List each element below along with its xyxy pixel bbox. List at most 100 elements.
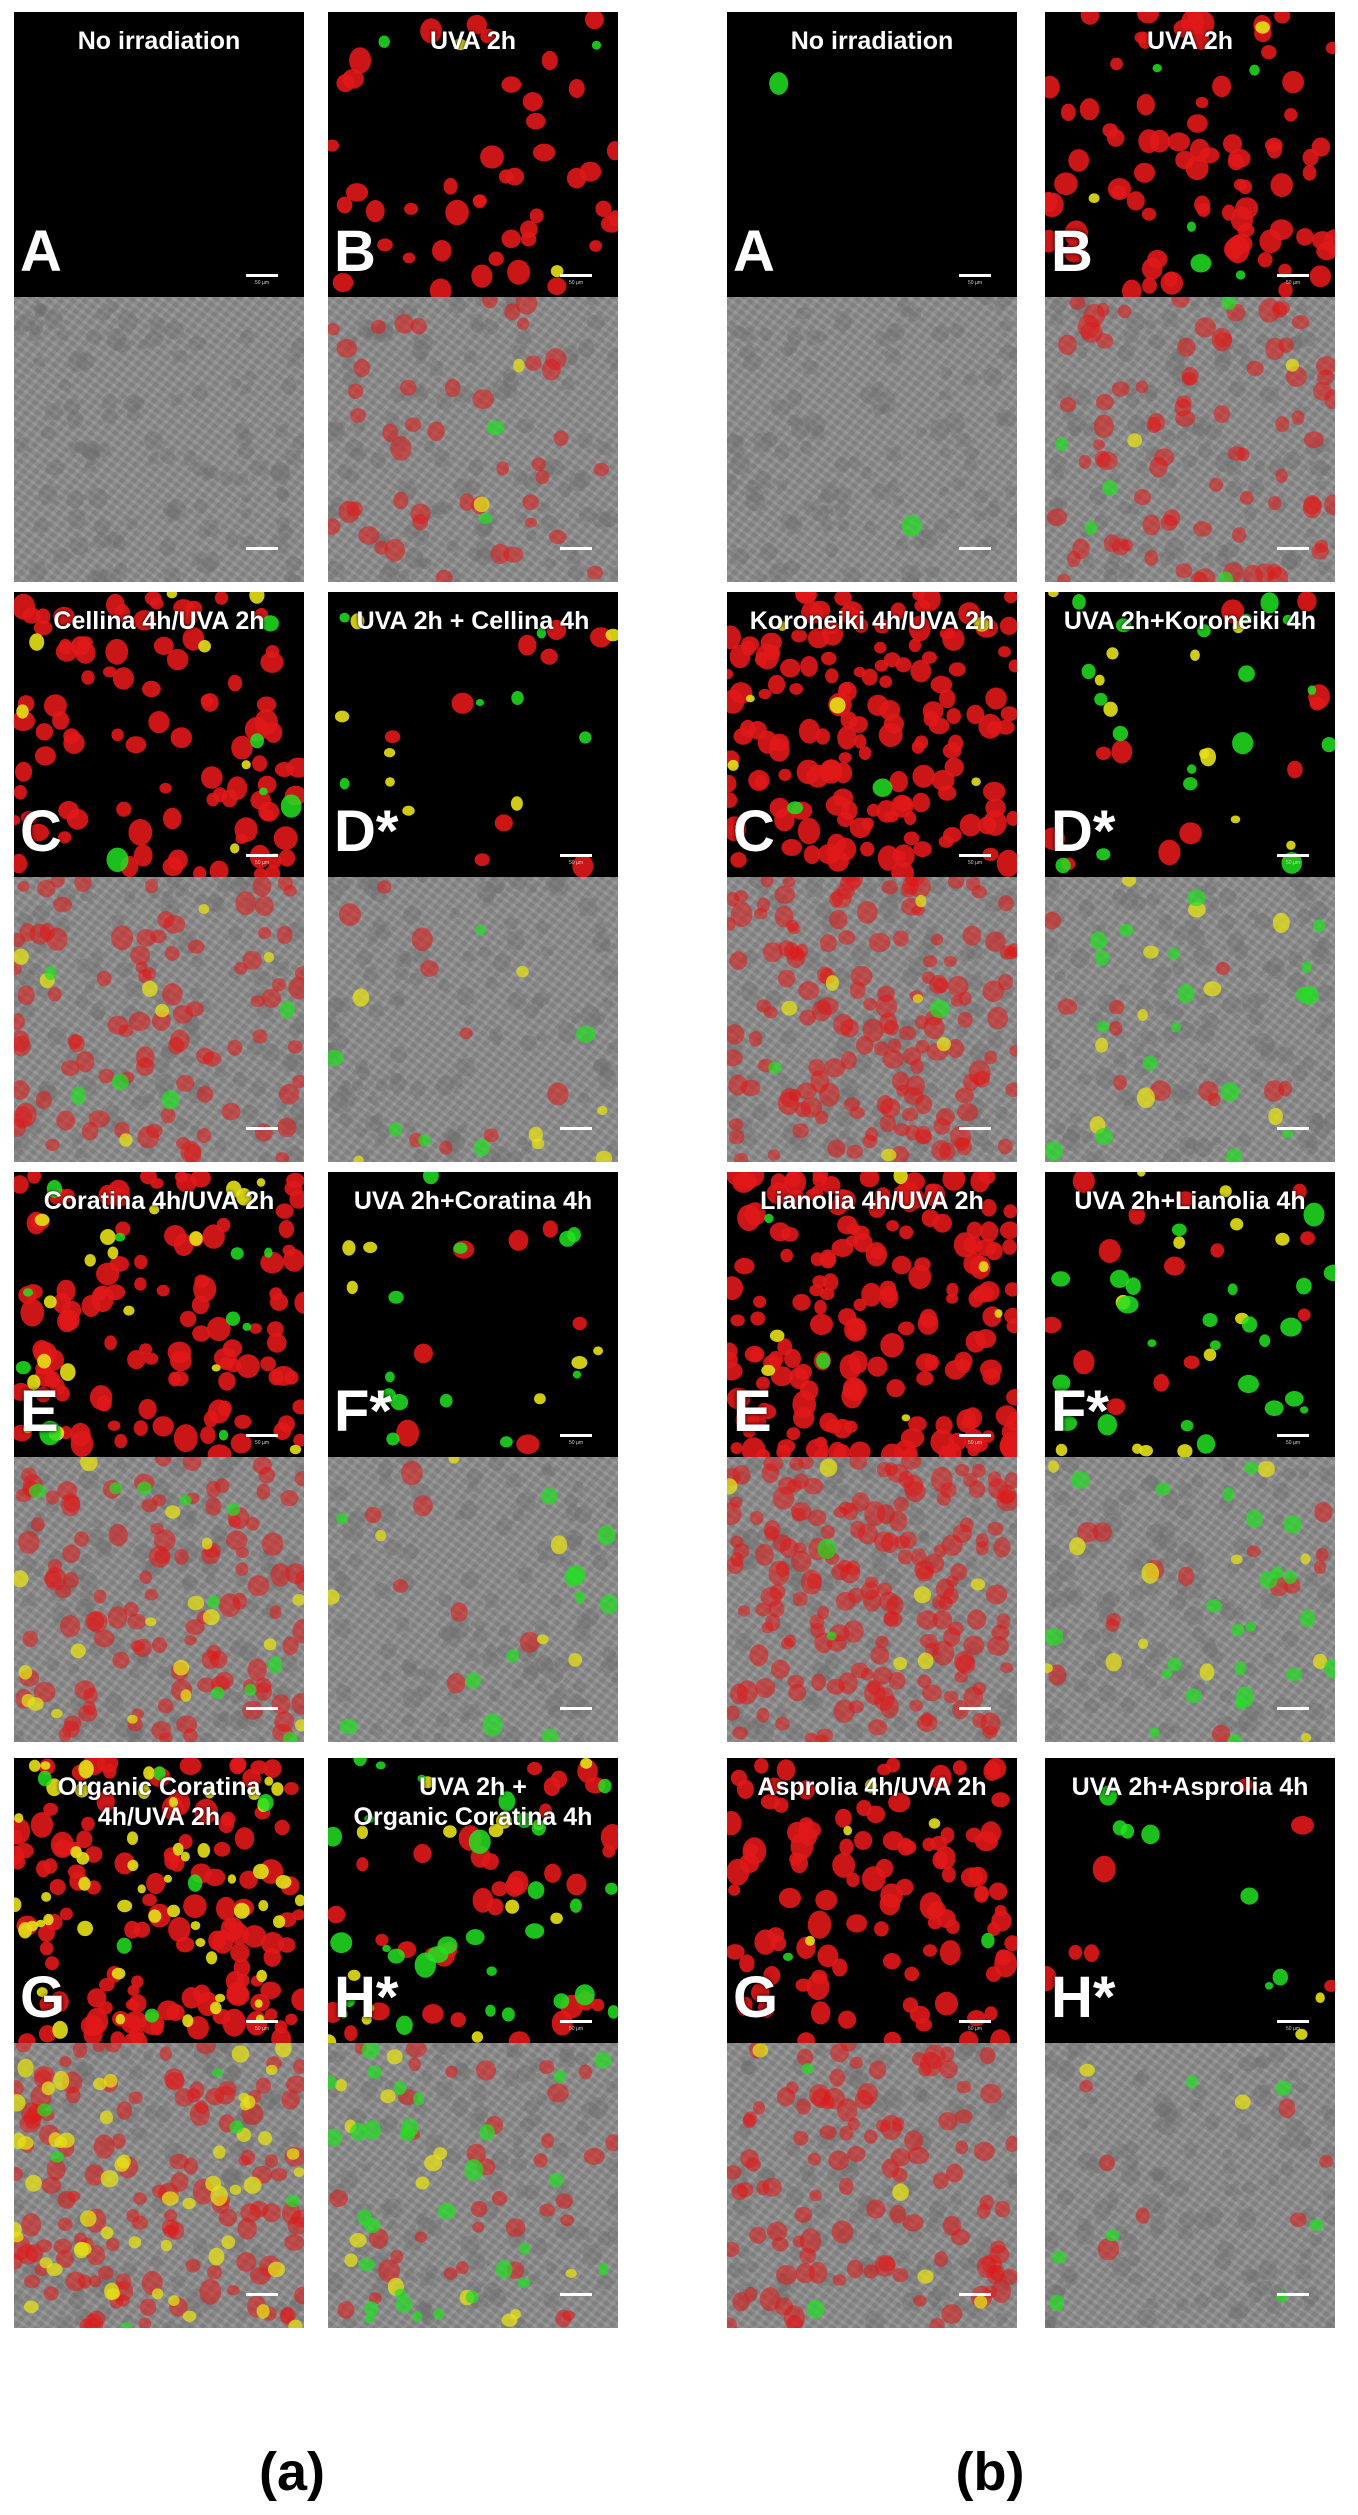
panel-letter: E bbox=[733, 1379, 772, 1444]
panel-title: Asprolia 4h/UVA 2h bbox=[757, 1773, 987, 1801]
fluorescence-image: No irradiation A 50 µm bbox=[727, 12, 1017, 297]
brightfield-overlay-image bbox=[328, 297, 618, 582]
panel-letter: F* bbox=[334, 1379, 392, 1444]
panel-title: UVA 2h bbox=[1146, 27, 1234, 55]
brightfield-overlay-image bbox=[14, 2043, 304, 2328]
brightfield-cells bbox=[727, 297, 1017, 582]
micrograph-panel: Koroneiki 4h/UVA 2h C 50 µm bbox=[727, 592, 1017, 1162]
fluorescence-cells bbox=[14, 1758, 304, 2043]
scale-bar-label: 50 µm bbox=[1286, 2026, 1300, 2032]
scale-bar-label: 50 µm bbox=[569, 2026, 583, 2032]
group-label-b: (b) bbox=[955, 2442, 1025, 2502]
brightfield-overlay-image bbox=[1045, 1457, 1335, 1742]
fluorescence-image: Cellina 4h/UVA 2h C 50 µm bbox=[14, 592, 304, 877]
fluorescence-cells bbox=[328, 12, 618, 297]
fluorescence-image: Organic Coratina 4h/UVA 2h G 50 µm bbox=[14, 1758, 304, 2043]
micrograph-panel: UVA 2h+Coratina 4h F* 50 µm bbox=[328, 1172, 618, 1742]
micrograph-panel: UVA 2h+Koroneiki 4h D* 50 µm bbox=[1045, 592, 1335, 1162]
panel-letter: D* bbox=[334, 799, 399, 864]
scale-bar bbox=[246, 547, 278, 550]
brightfield-overlay-image bbox=[727, 1457, 1017, 1742]
fluorescence-cells bbox=[328, 1758, 618, 2043]
brightfield-cells bbox=[14, 1457, 304, 1742]
scale-bar-label: 50 µm bbox=[255, 1440, 269, 1446]
scale-bar-label: 50 µm bbox=[255, 2026, 269, 2032]
fluorescence-image: Koroneiki 4h/UVA 2h C 50 µm bbox=[727, 592, 1017, 877]
brightfield-overlay-image bbox=[727, 297, 1017, 582]
brightfield-overlay-image bbox=[1045, 2043, 1335, 2328]
scale-bar bbox=[246, 274, 278, 277]
panel-title: UVA 2h+Lianolia 4h bbox=[1074, 1187, 1306, 1215]
brightfield-overlay-image bbox=[727, 877, 1017, 1162]
panel-letter: H* bbox=[334, 1965, 399, 2030]
scale-bar-label: 50 µm bbox=[569, 280, 583, 286]
fluorescence-image: UVA 2h+Koroneiki 4h D* 50 µm bbox=[1045, 592, 1335, 877]
fluorescence-cells bbox=[727, 1758, 1017, 2043]
scale-bar bbox=[246, 1434, 278, 1437]
brightfield-cells bbox=[727, 2043, 1017, 2328]
fluorescence-image: UVA 2h+Lianolia 4h F* 50 µm bbox=[1045, 1172, 1335, 1457]
scale-bar-label: 50 µm bbox=[569, 860, 583, 866]
brightfield-overlay-image bbox=[1045, 877, 1335, 1162]
scale-bar-label: 50 µm bbox=[968, 2026, 982, 2032]
fluorescence-cells bbox=[14, 1172, 304, 1457]
brightfield-overlay-image bbox=[14, 877, 304, 1162]
brightfield-cells bbox=[1045, 877, 1335, 1162]
scale-bar bbox=[246, 2020, 278, 2023]
scale-bar-label: 50 µm bbox=[569, 1440, 583, 1446]
micrograph-panel: Asprolia 4h/UVA 2h G 50 µm bbox=[727, 1758, 1017, 2328]
scale-bar bbox=[1277, 1127, 1309, 1130]
scale-bar-label: 50 µm bbox=[1286, 1440, 1300, 1446]
micrograph-panel: UVA 2h + Organic Coratina 4h H* 50 µm bbox=[328, 1758, 618, 2328]
scale-bar-label: 50 µm bbox=[255, 860, 269, 866]
fluorescence-cells bbox=[14, 592, 304, 877]
scale-bar bbox=[560, 2293, 592, 2296]
fluorescence-image: UVA 2h+Asprolia 4h H* 50 µm bbox=[1045, 1758, 1335, 2043]
panel-letter: F* bbox=[1051, 1379, 1109, 1444]
scale-bar-label: 50 µm bbox=[968, 860, 982, 866]
scale-bar bbox=[1277, 2293, 1309, 2296]
brightfield-cells bbox=[1045, 1457, 1335, 1742]
scale-bar bbox=[246, 1707, 278, 1710]
panel-letter: A bbox=[733, 219, 775, 284]
panel-letter: B bbox=[1051, 219, 1093, 284]
panel-title: Organic Coratina 4h/UVA 2h bbox=[57, 1773, 261, 1831]
scale-bar bbox=[959, 2020, 991, 2023]
micrograph-panel: UVA 2h+Asprolia 4h H* 50 µm bbox=[1045, 1758, 1335, 2328]
scale-bar bbox=[560, 1707, 592, 1710]
micrograph-panel: Organic Coratina 4h/UVA 2h G 50 µm bbox=[14, 1758, 304, 2328]
micrograph-panel: No irradiation A 50 µm bbox=[727, 12, 1017, 582]
group-label-a: (a) bbox=[259, 2442, 325, 2502]
panel-letter: G bbox=[20, 1965, 66, 2030]
panel-letter: A bbox=[20, 219, 62, 284]
scale-bar bbox=[560, 547, 592, 550]
fluorescence-cells bbox=[1045, 12, 1335, 297]
brightfield-cells bbox=[14, 2043, 304, 2328]
scale-bar-label: 50 µm bbox=[1286, 860, 1300, 866]
panel-title: No irradiation bbox=[77, 27, 241, 55]
scale-bar bbox=[1277, 2020, 1309, 2023]
micrograph-panel: Cellina 4h/UVA 2h C 50 µm bbox=[14, 592, 304, 1162]
scale-bar bbox=[959, 1707, 991, 1710]
brightfield-overlay-image bbox=[1045, 297, 1335, 582]
fluorescence-image: Coratina 4h/UVA 2h E 50 µm bbox=[14, 1172, 304, 1457]
fluorescence-cells bbox=[1045, 1172, 1335, 1457]
panel-title: Coratina 4h/UVA 2h bbox=[43, 1187, 275, 1215]
brightfield-cells bbox=[727, 1457, 1017, 1742]
panel-title: UVA 2h+Koroneiki 4h bbox=[1063, 607, 1317, 635]
panel-letter: C bbox=[20, 799, 62, 864]
fluorescence-image: UVA 2h+Coratina 4h F* 50 µm bbox=[328, 1172, 618, 1457]
panel-title: UVA 2h+Coratina 4h bbox=[353, 1187, 593, 1215]
scale-bar bbox=[246, 2293, 278, 2296]
fluorescence-image: UVA 2h B 50 µm bbox=[1045, 12, 1335, 297]
brightfield-cells bbox=[328, 297, 618, 582]
fluorescence-cells bbox=[1045, 1778, 1335, 2040]
panel-letter: G bbox=[733, 1965, 779, 2030]
panel-letter: H* bbox=[1051, 1965, 1116, 2030]
fluorescence-cells bbox=[1045, 592, 1335, 874]
fluorescence-image: Asprolia 4h/UVA 2h G 50 µm bbox=[727, 1758, 1017, 2043]
panel-title: No irradiation bbox=[790, 27, 954, 55]
scale-bar bbox=[246, 1127, 278, 1130]
scale-bar-label: 50 µm bbox=[255, 280, 269, 286]
scale-bar bbox=[560, 274, 592, 277]
